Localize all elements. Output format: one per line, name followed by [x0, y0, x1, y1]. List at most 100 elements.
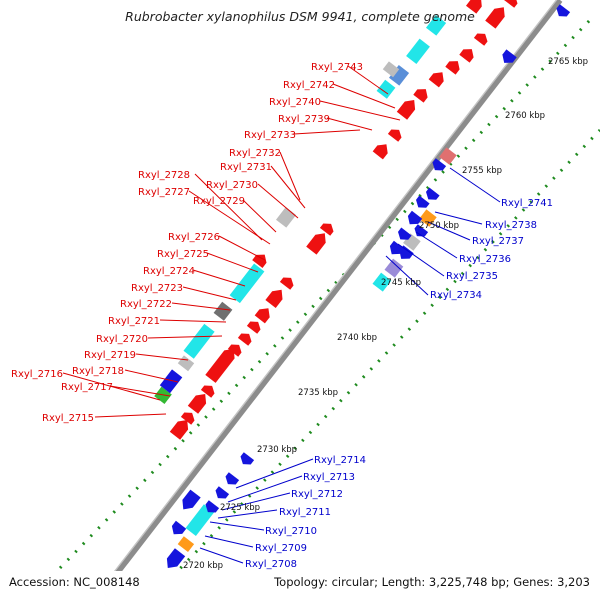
forward-gene-glyph[interactable]: [265, 289, 283, 308]
gene-label-rxyl-2709[interactable]: Rxyl_2709: [255, 543, 307, 554]
gene-label-rxyl-2738[interactable]: Rxyl_2738: [485, 220, 537, 231]
forward-gene-glyph[interactable]: [229, 263, 265, 304]
forward-gene-glyph[interactable]: [237, 333, 252, 346]
forward-gene-glyph[interactable]: [389, 65, 410, 86]
forward-gene-glyph[interactable]: [246, 321, 261, 334]
forward-gene-glyph[interactable]: [396, 100, 416, 120]
forward-gene-glyph[interactable]: [159, 369, 183, 394]
gene-label-rxyl-2726[interactable]: Rxyl_2726: [168, 232, 220, 243]
forward-gene-glyph[interactable]: [180, 412, 195, 425]
gene-label-rxyl-2720[interactable]: Rxyl_2720: [96, 334, 148, 345]
gene-label-rxyl-2714[interactable]: Rxyl_2714: [314, 455, 366, 466]
forward-gene-glyph[interactable]: [406, 38, 430, 64]
forward-gene-glyph[interactable]: [376, 79, 396, 99]
gene-label-leaders: [62, 65, 501, 564]
gene-label-rxyl-2724[interactable]: Rxyl_2724: [143, 266, 195, 277]
reverse-gene-glyph[interactable]: [407, 210, 423, 225]
gene-label-rxyl-2712[interactable]: Rxyl_2712: [291, 489, 343, 500]
forward-gene-glyph[interactable]: [445, 61, 460, 75]
reverse-gene-glyph[interactable]: [398, 227, 412, 240]
gene-label-rxyl-2708[interactable]: Rxyl_2708: [245, 559, 297, 570]
reverse-gene-glyph[interactable]: [205, 500, 220, 513]
reverse-gene-glyph[interactable]: [416, 195, 430, 208]
gene-label-rxyl-2713[interactable]: Rxyl_2713: [303, 472, 355, 483]
gene-label-rxyl-2736[interactable]: Rxyl_2736: [459, 254, 511, 265]
gene-label-rxyl-2725[interactable]: Rxyl_2725: [157, 249, 209, 260]
forward-label-leader: [124, 369, 179, 383]
forward-gene-glyph[interactable]: [428, 72, 444, 88]
forward-gene-glyph[interactable]: [276, 207, 297, 228]
gene-label-rxyl-2730[interactable]: Rxyl_2730: [206, 180, 258, 191]
reverse-gene-glyph[interactable]: [372, 272, 392, 292]
forward-gene-glyph[interactable]: [382, 61, 400, 78]
reverse-label-leader: [209, 521, 265, 531]
reverse-gene-glyph[interactable]: [432, 158, 447, 171]
forward-gene-glyph[interactable]: [205, 348, 235, 383]
reverse-gene-glyph[interactable]: [426, 187, 440, 200]
gene-label-rxyl-2739[interactable]: Rxyl_2739: [278, 114, 330, 125]
forward-gene-glyph[interactable]: [200, 385, 215, 398]
gene-label-rxyl-2711[interactable]: Rxyl_2711: [279, 507, 331, 518]
gene-label-rxyl-2718[interactable]: Rxyl_2718: [72, 366, 124, 377]
reverse-gene-glyph[interactable]: [556, 4, 571, 17]
gene-label-rxyl-2731[interactable]: Rxyl_2731: [220, 162, 272, 173]
reverse-gene-glyph[interactable]: [215, 486, 230, 499]
reverse-gene-glyph[interactable]: [185, 504, 215, 536]
reverse-gene-glyph[interactable]: [502, 49, 517, 63]
gene-label-rxyl-2737[interactable]: Rxyl_2737: [472, 236, 524, 247]
forward-gene-glyph[interactable]: [213, 301, 233, 321]
gene-label-rxyl-2743[interactable]: Rxyl_2743: [311, 62, 363, 73]
gene-label-rxyl-2715[interactable]: Rxyl_2715: [42, 413, 94, 424]
forward-gene-glyph[interactable]: [504, 0, 518, 8]
gene-label-rxyl-2733[interactable]: Rxyl_2733: [244, 130, 296, 141]
gene-label-rxyl-2735[interactable]: Rxyl_2735: [446, 271, 498, 282]
forward-gene-glyph[interactable]: [372, 144, 388, 160]
forward-gene-glyph[interactable]: [177, 355, 195, 372]
forward-gene-glyph[interactable]: [252, 254, 267, 268]
gene-label-rxyl-2721[interactable]: Rxyl_2721: [108, 316, 160, 327]
gene-label-rxyl-2710[interactable]: Rxyl_2710: [265, 526, 317, 537]
gene-label-rxyl-2722[interactable]: Rxyl_2722: [120, 299, 172, 310]
reverse-gene-glyph[interactable]: [240, 452, 255, 465]
footer-background: [0, 571, 600, 600]
forward-gene-glyph[interactable]: [279, 277, 294, 290]
forward-gene-glyph[interactable]: [169, 420, 189, 440]
reverse-gene-glyph[interactable]: [166, 548, 186, 568]
reverse-gene-glyph[interactable]: [419, 209, 437, 227]
gene-label-rxyl-2741[interactable]: Rxyl_2741: [501, 198, 553, 209]
gene-label-rxyl-2727[interactable]: Rxyl_2727: [138, 187, 190, 198]
gene-label-rxyl-2719[interactable]: Rxyl_2719: [84, 350, 136, 361]
genome-backbone: [93, 0, 563, 600]
gene-label-rxyl-2729[interactable]: Rxyl_2729: [193, 196, 245, 207]
forward-label-leader: [171, 302, 231, 311]
gene-label-rxyl-2742[interactable]: Rxyl_2742: [283, 80, 335, 91]
forward-gene-glyph[interactable]: [254, 308, 270, 324]
reverse-gene-glyph[interactable]: [225, 472, 240, 485]
gene-label-rxyl-2734[interactable]: Rxyl_2734: [430, 290, 482, 301]
forward-gene-glyph[interactable]: [485, 7, 505, 29]
forward-gene-glyph[interactable]: [387, 129, 402, 142]
forward-gene-glyph[interactable]: [426, 15, 447, 36]
forward-gene-glyph[interactable]: [413, 89, 428, 103]
gene-label-rxyl-2717[interactable]: Rxyl_2717: [61, 382, 113, 393]
gene-label-rxyl-2732[interactable]: Rxyl_2732: [229, 148, 281, 159]
forward-label-leader: [293, 129, 361, 135]
reverse-gene-glyph[interactable]: [177, 536, 195, 552]
forward-gene-glyph[interactable]: [183, 323, 215, 359]
forward-gene-glyph[interactable]: [459, 49, 474, 63]
reverse-gene-glyph[interactable]: [439, 147, 457, 165]
forward-gene-glyph[interactable]: [227, 344, 242, 357]
gene-label-rxyl-2716[interactable]: Rxyl_2716: [11, 369, 63, 380]
forward-gene-glyph[interactable]: [319, 223, 334, 236]
gene-label-rxyl-2740[interactable]: Rxyl_2740: [269, 97, 321, 108]
forward-gene-glyph[interactable]: [473, 33, 488, 46]
forward-gene-glyph[interactable]: [466, 0, 482, 14]
reverse-gene-glyph[interactable]: [182, 489, 201, 510]
gene-label-rxyl-2728[interactable]: Rxyl_2728: [138, 170, 190, 181]
forward-gene-glyph[interactable]: [306, 233, 326, 255]
reverse-gene-glyph[interactable]: [384, 258, 404, 278]
gene-label-rxyl-2723[interactable]: Rxyl_2723: [131, 283, 183, 294]
reverse-gene-glyph[interactable]: [171, 520, 187, 535]
forward-gene-glyph[interactable]: [187, 394, 207, 414]
reverse-gene-glyph[interactable]: [389, 240, 405, 255]
